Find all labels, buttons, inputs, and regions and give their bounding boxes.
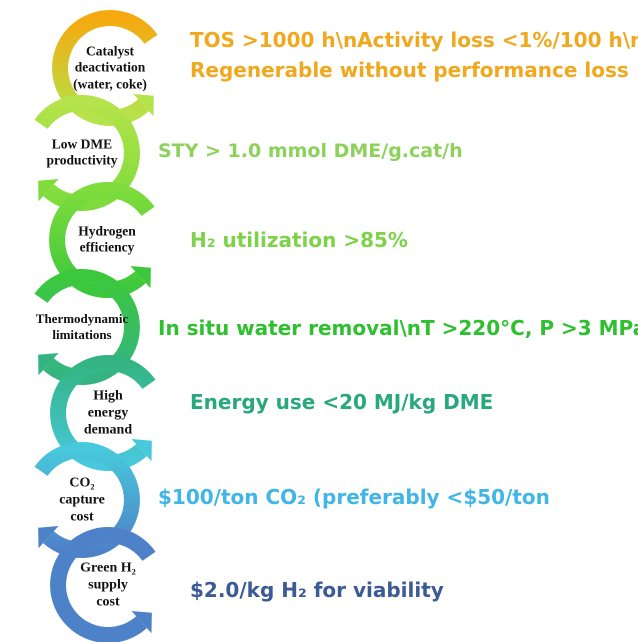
arrow-head-6 (38, 526, 59, 549)
challenge-label-7: Green H₂ supply cost (80, 559, 136, 610)
arrow-head-2 (38, 179, 59, 202)
challenge-label-line: cost (96, 594, 120, 610)
challenge-label-line: capture (59, 492, 105, 508)
requirement-text-5: Energy use <20 MJ/kg DME (190, 390, 494, 414)
arrow-head-3 (130, 266, 151, 289)
challenge-label-line: deactivation (74, 59, 146, 75)
challenge-label-line: (water, coke) (73, 76, 147, 92)
challenge-label-line: limitations (52, 327, 112, 342)
challenge-label-line: energy (87, 405, 129, 421)
challenge-label-line: CO₂ (69, 475, 95, 491)
challenge-label-line: demand (83, 422, 133, 438)
challenge-label-3: Hydrogen efficiency (78, 224, 136, 257)
requirement-text-1: Regenerable without performance loss (190, 58, 629, 82)
requirement-text-3: H₂ utilization >85% (190, 228, 408, 252)
arrow-head-1 (133, 94, 154, 117)
arrow-head-7 (131, 611, 152, 634)
challenge-label-5: High energy demand (84, 387, 132, 438)
arrow-head-4 (38, 353, 59, 376)
challenge-label-line: High (93, 388, 123, 404)
challenge-label-line: Catalyst (85, 43, 134, 59)
challenge-label-line: cost (70, 509, 94, 525)
requirement-text-6: $100/ton CO₂ (preferably <$50/ton (158, 485, 550, 509)
requirement-text-1: TOS >1000 h\nActivity loss <1%/100 h\n (190, 28, 638, 52)
challenge-label-line: Thermodynamic (35, 311, 129, 327)
challenge-label-4: Thermodynamic limitations (36, 311, 128, 343)
challenge-label-line: productivity (46, 153, 118, 168)
arrow-head-5 (131, 439, 152, 462)
challenge-label-1: Catalyst deactivation (water, coke) (73, 43, 147, 92)
requirement-text-7: $2.0/kg H₂ for viability (190, 578, 444, 602)
challenge-label-line: Low DME (51, 136, 113, 152)
challenge-label-line: Green H₂ (80, 560, 136, 576)
requirement-text-2: STY > 1.0 mmol DME/g.cat/h (158, 139, 463, 162)
challenge-label-6: CO₂ capture cost (59, 474, 105, 525)
challenge-label-line: efficiency (79, 240, 135, 255)
ring-arc-7 (50, 527, 156, 642)
challenge-label-line: supply (88, 577, 128, 593)
challenge-label-line: Hydrogen (78, 223, 136, 239)
requirement-text-4: In situ water removal\nT >220°C, P >3 MP… (158, 316, 638, 340)
challenge-label-2: Low DME productivity (46, 137, 117, 170)
